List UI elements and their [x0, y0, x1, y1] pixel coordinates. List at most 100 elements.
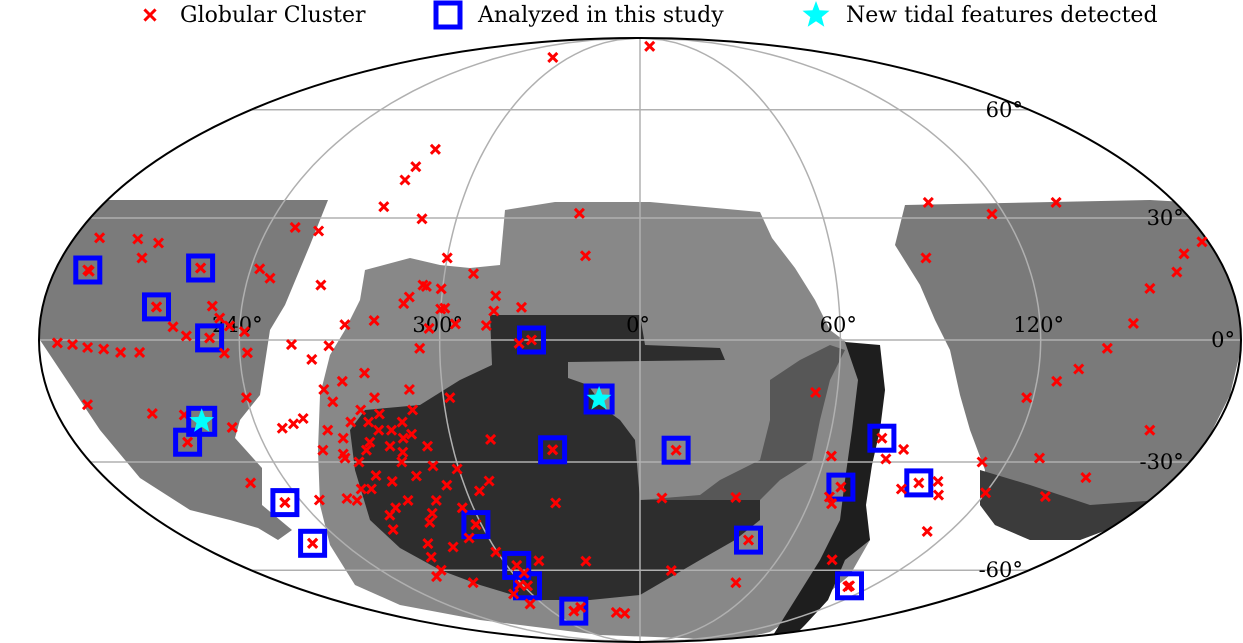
globular-cluster-marker	[276, 422, 288, 434]
globular-cluster-marker	[238, 326, 251, 338]
globular-cluster-marker	[644, 40, 656, 52]
globular-cluster-marker	[1080, 472, 1092, 484]
legend-label-tidal: New tidal features detected	[846, 3, 1158, 28]
globular-cluster-marker	[913, 477, 925, 489]
globular-cluster-marker	[483, 475, 495, 487]
globular-cluster-marker	[430, 494, 442, 506]
legend-x-marker	[144, 9, 156, 21]
legend-star-marker	[802, 1, 830, 27]
legend-item-globular-cluster: Globular Cluster	[144, 3, 366, 28]
globular-cluster-marker	[66, 339, 79, 351]
globular-cluster-marker	[384, 509, 396, 521]
globular-cluster-marker	[327, 396, 339, 408]
globular-cluster-marker	[470, 519, 482, 531]
legend-square-marker	[433, 0, 463, 30]
globular-cluster-marker	[932, 489, 945, 501]
globular-cluster-marker	[358, 367, 371, 379]
globular-cluster-marker	[368, 315, 380, 327]
globular-cluster-marker	[337, 432, 349, 444]
globular-cluster-marker	[82, 341, 94, 354]
analyzed-cluster-marker	[461, 510, 491, 540]
globular-cluster-marker	[51, 337, 63, 349]
legend-item-tidal: New tidal features detected	[802, 1, 1158, 28]
lat-tick-label: 30°	[1147, 206, 1184, 230]
globular-cluster-marker	[386, 475, 398, 487]
globular-cluster-marker	[880, 453, 892, 465]
globular-cluster-marker	[421, 440, 434, 452]
footprint-right-strip	[770, 342, 885, 640]
globular-cluster-marker	[313, 225, 325, 237]
globular-cluster-marker	[1144, 424, 1156, 436]
globular-cluster-marker	[1021, 392, 1033, 404]
globular-cluster-marker	[1127, 317, 1139, 329]
globular-cluster-marker	[730, 577, 742, 589]
globular-cluster-marker	[317, 444, 329, 456]
analyzed-markers	[73, 253, 934, 626]
tidal-feature-star	[586, 386, 612, 410]
globular-cluster-marker	[407, 404, 419, 416]
globular-cluster-marker	[365, 483, 377, 495]
globular-cluster-marker	[568, 605, 580, 617]
globular-cluster-marker	[245, 477, 257, 489]
globular-cluster-marker	[425, 551, 437, 563]
globular-cluster-marker	[980, 487, 992, 499]
globular-cluster-marker	[362, 416, 375, 428]
analyzed-cluster-marker	[73, 255, 103, 285]
globular-cluster-marker	[488, 305, 500, 317]
globular-cluster-marker	[473, 485, 486, 497]
globular-cluster-marker	[656, 492, 668, 504]
globular-cluster-marker	[670, 444, 682, 456]
globular-cluster-marker	[136, 252, 148, 264]
globular-cluster-marker	[378, 201, 390, 213]
lat-tick-label: 0°	[1211, 328, 1235, 352]
analyzed-cluster-marker	[538, 435, 568, 465]
globular-cluster-marker	[306, 353, 318, 365]
globular-cluster-marker	[513, 337, 525, 349]
globular-cluster-marker	[490, 290, 502, 302]
analyzed-cluster-marker	[195, 323, 225, 353]
globular-cluster-marker	[823, 491, 835, 503]
globular-cluster-marker	[876, 432, 888, 444]
analyzed-cluster-marker	[517, 325, 546, 355]
globular-cluster-marker	[619, 607, 631, 619]
globular-cluster-marker	[463, 532, 475, 544]
globular-cluster-marker	[399, 174, 411, 186]
globular-cluster-marker	[435, 303, 447, 315]
globular-cluster-marker	[508, 588, 520, 600]
globular-cluster-marker	[351, 494, 363, 506]
globular-cluster-marker	[322, 424, 334, 436]
globular-cluster-marker	[895, 483, 907, 495]
globular-cluster-marker	[279, 497, 291, 509]
globular-cluster-marker	[441, 479, 453, 491]
globular-cluster-marker	[410, 470, 422, 482]
globular-cluster-marker	[226, 421, 238, 433]
globular-cluster-marker	[431, 571, 443, 583]
footprint-dark-region	[350, 315, 760, 600]
globular-cluster-marker	[132, 233, 144, 245]
globular-cluster-marker	[441, 252, 453, 264]
globular-cluster-marker	[467, 268, 480, 280]
globular-cluster-marker	[146, 408, 158, 420]
globular-cluster-marker	[1050, 196, 1062, 208]
globular-cluster-marker	[385, 424, 398, 436]
globular-cluster-marker	[1051, 375, 1063, 387]
legend: Globular Cluster Analyzed in this study …	[144, 0, 1158, 30]
globular-cluster-marker	[353, 456, 365, 468]
globular-cluster-marker	[206, 300, 218, 312]
globular-cluster-marker	[285, 339, 298, 351]
globular-cluster-marker	[150, 301, 163, 313]
globular-cluster-marker	[318, 383, 330, 396]
globular-cluster-marker	[742, 534, 755, 546]
globular-cluster-marker	[575, 601, 587, 613]
globular-cluster-marker	[167, 321, 179, 333]
globular-cluster-marker	[339, 319, 351, 331]
globular-cluster-marker	[547, 444, 559, 456]
globular-cluster-marker	[264, 272, 276, 284]
globular-cluster-marker	[511, 559, 523, 571]
globular-cluster-marker	[444, 392, 456, 404]
globular-cluster-marker	[360, 444, 372, 456]
analyzed-cluster-marker	[298, 528, 328, 558]
globular-cluster-marker	[451, 463, 463, 475]
footprint-right-dark	[980, 470, 1160, 540]
lat-tick-label: -30°	[1139, 450, 1183, 474]
